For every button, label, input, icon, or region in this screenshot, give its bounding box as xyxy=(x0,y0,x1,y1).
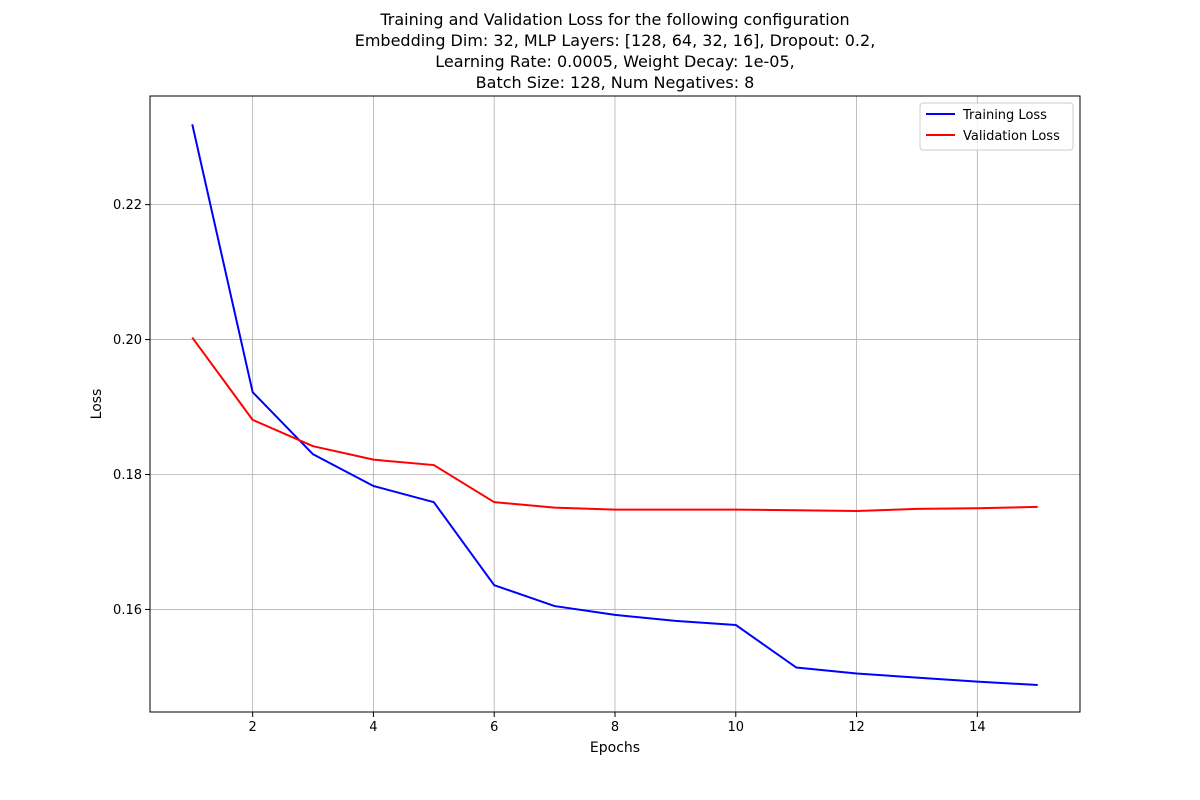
legend-box xyxy=(919,102,1074,151)
legend-label-validation: Validation Loss xyxy=(963,129,1060,144)
title-line-4: Batch Size: 128, Num Negatives: 8 xyxy=(476,73,755,92)
title-line-2: Embedding Dim: 32, MLP Layers: [128, 64,… xyxy=(355,31,876,50)
x-tick-label: 6 xyxy=(490,720,498,735)
series-layer xyxy=(191,124,1038,687)
validation-loss-line xyxy=(191,336,1038,512)
y-tick-label: 0.18 xyxy=(113,468,142,483)
x-tick-label: 12 xyxy=(848,720,865,735)
title-line-3: Learning Rate: 0.0005, Weight Decay: 1e-… xyxy=(435,52,794,71)
legend: Training Loss Validation Loss xyxy=(919,102,1074,151)
x-tick-label: 14 xyxy=(969,720,986,735)
title-line-1: Training and Validation Loss for the fol… xyxy=(379,10,849,29)
x-tick-label: 10 xyxy=(728,720,745,735)
y-axis: 0.16 0.18 0.20 0.22 xyxy=(113,198,150,618)
x-axis-label: Epochs xyxy=(590,740,640,756)
y-tick-label: 0.22 xyxy=(113,198,142,213)
y-axis-label: Loss xyxy=(89,389,105,420)
legend-label-training: Training Loss xyxy=(962,108,1047,123)
chart-title: Training and Validation Loss for the fol… xyxy=(355,10,876,92)
x-tick-label: 8 xyxy=(611,720,619,735)
x-tick-label: 4 xyxy=(369,720,377,735)
x-tick-label: 2 xyxy=(249,720,257,735)
grid-lines xyxy=(150,96,1080,712)
x-axis: 2 4 6 8 10 12 14 xyxy=(249,712,986,735)
training-loss-line xyxy=(191,124,1038,687)
y-tick-label: 0.16 xyxy=(113,603,142,618)
y-tick-label: 0.20 xyxy=(113,333,142,348)
